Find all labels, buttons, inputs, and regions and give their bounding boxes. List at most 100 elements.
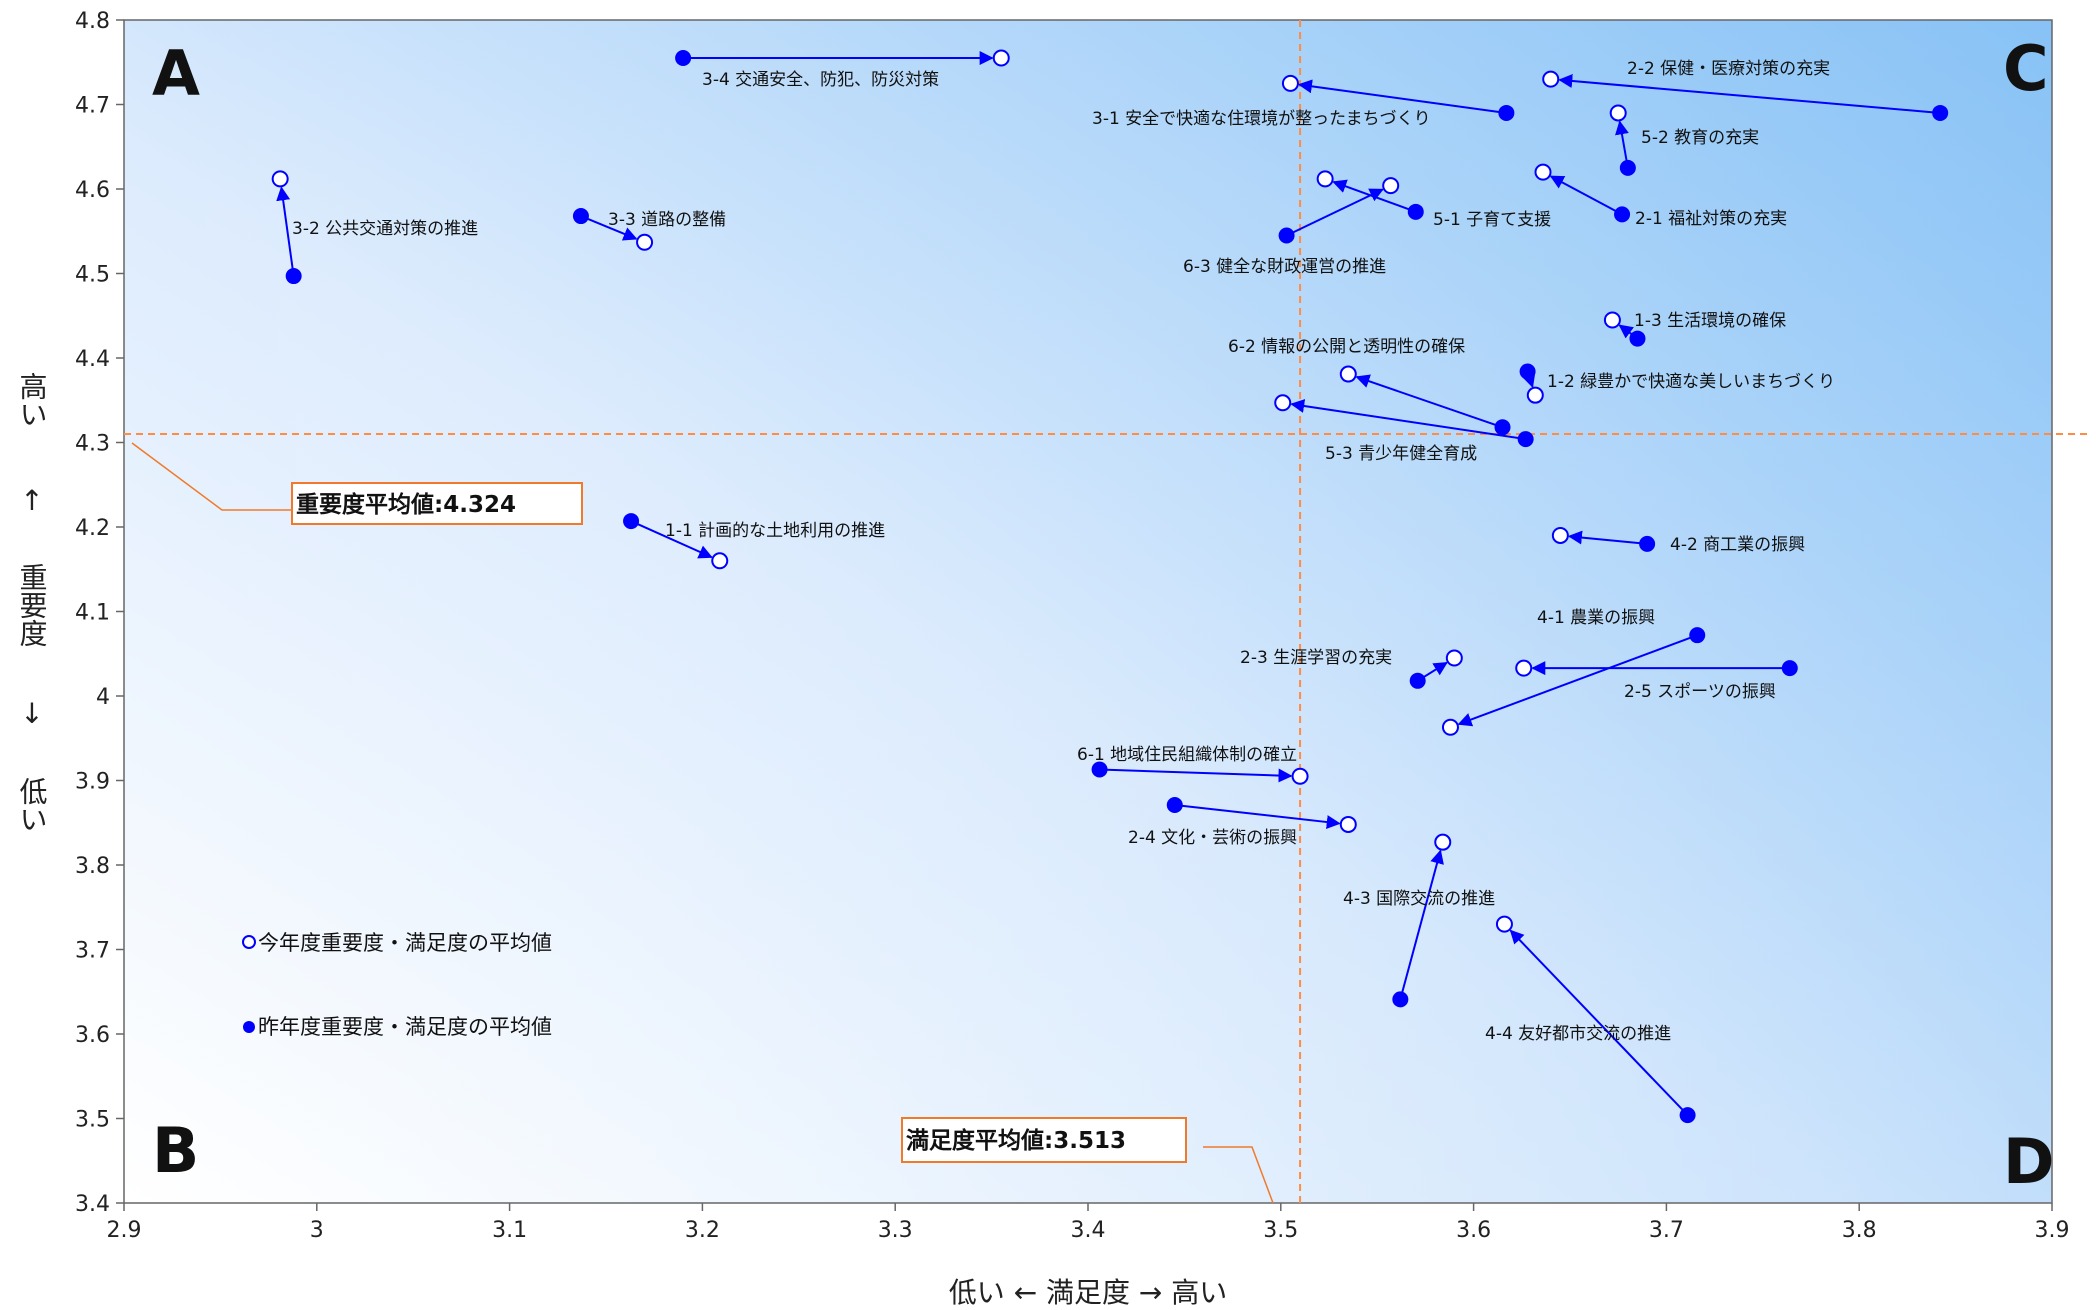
legend: 今年度重要度・満足度の平均値 昨年度重要度・満足度の平均値 (242, 931, 552, 1039)
satisfaction-callout-leader (1203, 1146, 1274, 1204)
point-label: 5-1 子育て支援 (1433, 210, 1551, 230)
importance-average-box (291, 482, 583, 525)
current-year-point (1339, 365, 1357, 383)
y-tick-label: 4 (96, 685, 110, 710)
point-label: 2-1 福祉対策の充実 (1635, 209, 1787, 229)
point-label: 2-3 生涯学習の充実 (1240, 648, 1392, 668)
x-tick-label: 3.2 (685, 1218, 720, 1243)
x-tick-label: 3.1 (492, 1218, 527, 1243)
x-tick-label: 3.3 (878, 1218, 913, 1243)
current-year-point (1542, 70, 1560, 88)
previous-year-point (1629, 330, 1646, 347)
change-arrow (276, 186, 295, 277)
y-tick-label: 4.4 (75, 347, 110, 372)
y-tick-label: 3.6 (75, 1023, 110, 1048)
y-tick-label: 4.6 (75, 178, 110, 203)
legend-current-label: 今年度重要度・満足度の平均値 (258, 931, 552, 955)
x-tick-label: 3.4 (1071, 1218, 1106, 1243)
point-label: 4-4 友好都市交流の推進 (1485, 1024, 1671, 1044)
change-arrow (1174, 804, 1341, 829)
x-tick-label: 3.7 (1649, 1218, 1684, 1243)
point-label: 3-1 安全で快適な住環境が整ったまちづくり (1092, 109, 1431, 129)
point-label: 5-3 青少年健全育成 (1325, 444, 1477, 464)
change-arrow (1297, 79, 1507, 114)
point-label: 6-2 情報の公開と透明性の確保 (1228, 337, 1465, 357)
y-axis-title-low: 低い (16, 777, 49, 833)
change-arrow (1558, 74, 1941, 114)
previous-year-point (1407, 203, 1424, 220)
y-tick-label: 4.8 (75, 9, 110, 34)
point-label: 4-3 国際交流の推進 (1343, 889, 1495, 909)
satisfaction-average-label: 満足度平均値:3.513 (906, 1127, 1126, 1154)
point-label: 1-3 生活環境の確保 (1634, 311, 1786, 331)
current-year-point (992, 49, 1010, 67)
current-year-point (1291, 767, 1309, 785)
x-tick-label: 3.8 (1842, 1218, 1877, 1243)
change-arrow (1549, 175, 1623, 216)
x-tick-label: 2.9 (107, 1218, 142, 1243)
point-label: 2-2 保健・医療対策の充実 (1627, 59, 1830, 79)
point-labels: 3-4 交通安全、防犯、防災対策 3-1 安全で快適な住環境が整ったまちづくり 2-… (292, 59, 1835, 1044)
y-axis-title-arrow-down: ↓ (20, 697, 43, 730)
current-year-point (711, 552, 729, 570)
y-tick-label: 4.7 (75, 94, 110, 119)
plot-background-overlay (124, 20, 2052, 1203)
y-tick-label: 3.8 (75, 854, 110, 879)
y-tick-label: 4.3 (75, 432, 110, 457)
current-year-point (1551, 526, 1569, 544)
average-lines (124, 20, 2092, 1203)
previous-year-point (1278, 227, 1295, 244)
change-arrow (1567, 530, 1648, 545)
change-arrow (1290, 399, 1526, 441)
quadrant-D: D (2003, 1125, 2054, 1198)
current-year-point (1434, 833, 1452, 851)
series-points (271, 49, 1949, 1124)
quadrant-B: B (152, 1114, 199, 1187)
previous-year-point (1392, 991, 1409, 1008)
x-tick-label: 3.5 (1263, 1218, 1298, 1243)
previous-year-point (1932, 104, 1949, 121)
current-year-point (636, 233, 654, 251)
importance-average-callout: 重要度平均値:4.324 (131, 442, 583, 525)
previous-year-point (1614, 206, 1631, 223)
point-label: 1-1 計画的な土地利用の推進 (665, 521, 885, 541)
point-label: 3-2 公共交通対策の推進 (292, 219, 478, 239)
y-tick-label: 4.5 (75, 263, 110, 288)
previous-year-point (1639, 535, 1656, 552)
y-axis-title-high: 高い (16, 372, 49, 428)
point-label: 2-5 スポーツの振興 (1624, 682, 1776, 702)
change-arrow (630, 520, 713, 559)
y-axis-title-arrow-up: ↑ (20, 484, 43, 517)
quadrant-C: C (2003, 32, 2049, 105)
previous-year-point (1517, 431, 1534, 448)
current-year-point (1609, 104, 1627, 122)
current-year-point (1526, 386, 1544, 404)
legend-previous-marker (243, 1021, 255, 1033)
point-label: 6-1 地域住民組織体制の確立 (1077, 745, 1297, 765)
x-tick-label: 3.6 (1456, 1218, 1491, 1243)
y-axis-title: 高い ↑ 重要度 ↓ 低い (16, 372, 49, 833)
point-label: 6-3 健全な財政運営の推進 (1183, 257, 1386, 277)
previous-year-point (1679, 1107, 1696, 1124)
previous-year-point (1166, 797, 1183, 814)
point-label: 3-4 交通安全、防犯、防災対策 (702, 70, 939, 90)
current-year-point (1603, 311, 1621, 329)
change-arrow (1509, 929, 1689, 1116)
previous-year-point (1619, 159, 1636, 176)
previous-year-point (1519, 363, 1536, 380)
current-year-point (1382, 177, 1400, 195)
point-label: 1-2 緑豊かで快適な美しいまちづくり (1547, 372, 1835, 392)
current-year-point (1339, 815, 1357, 833)
y-tick-label: 3.5 (75, 1108, 110, 1133)
importance-callout-leader (131, 442, 292, 511)
previous-year-point (1409, 672, 1426, 689)
change-arrow (1355, 374, 1503, 429)
previous-year-point (1498, 104, 1515, 121)
y-tick-label: 4.2 (75, 516, 110, 541)
satisfaction-average-callout: 満足度平均値:3.513 (901, 1117, 1274, 1204)
previous-year-point (1494, 419, 1511, 436)
legend-current-marker (242, 935, 256, 949)
y-tick-label: 3.4 (75, 1192, 110, 1217)
current-year-point (1274, 394, 1292, 412)
